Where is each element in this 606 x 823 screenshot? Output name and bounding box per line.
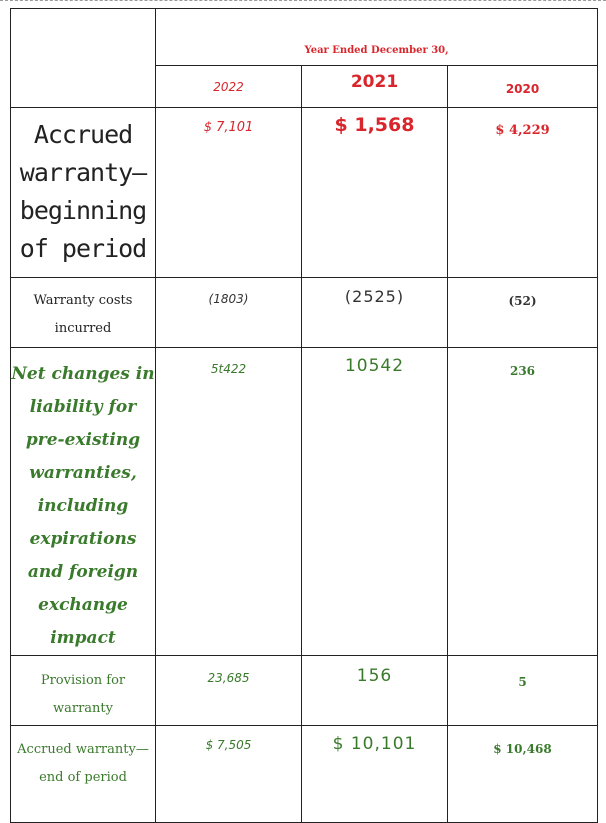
row-label-warranty-costs: Warranty costs incurred xyxy=(10,277,156,348)
cell-2020: (52) xyxy=(446,277,599,348)
warranty-table: Year Ended December 30, 2022 2021 2020 A… xyxy=(10,8,599,823)
period-header: Year Ended December 30, xyxy=(154,8,599,66)
table-row: Accrued warranty—end of period $ 7,505 $… xyxy=(10,725,599,823)
cell-2020: $ 10,468 xyxy=(446,725,599,823)
cell-2020: 236 xyxy=(446,347,599,656)
cell-2020: 5 xyxy=(446,655,599,726)
table-row: Warranty costs incurred (1803) (2525) (5… xyxy=(10,277,599,348)
table-row: Net changes in liability for pre-existin… xyxy=(10,347,599,656)
cell-2021: 156 xyxy=(301,655,448,726)
year-header-2021: 2021 xyxy=(301,65,448,108)
row-label-accrued-end: Accrued warranty—end of period xyxy=(10,725,156,823)
year-header-2020: 2020 xyxy=(446,65,599,108)
header-blank-cell xyxy=(10,8,156,108)
table-row: Accrued warranty—beginning of period $ 7… xyxy=(10,107,599,278)
header-row-years: 2022 2021 2020 xyxy=(11,65,599,108)
cell-2020: $ 4,229 xyxy=(446,107,599,278)
cell-2021: 10542 xyxy=(301,347,448,656)
row-label-provision: Provision for warranty xyxy=(10,655,156,726)
cell-2022: 23,685 xyxy=(155,655,302,726)
cell-2022: $ 7,505 xyxy=(155,725,302,823)
cell-2022: (1803) xyxy=(155,277,302,348)
top-dashed-line xyxy=(0,0,606,6)
year-header-2022: 2022 xyxy=(155,65,302,108)
cell-2021: (2525) xyxy=(301,277,448,348)
table-row: Provision for warranty 23,685 156 5 xyxy=(10,655,599,726)
row-label-accrued-beginning: Accrued warranty—beginning of period xyxy=(10,107,156,278)
cell-2022: $ 7,101 xyxy=(155,107,302,278)
cell-2021: $ 10,101 xyxy=(301,725,448,823)
cell-2021: $ 1,568 xyxy=(301,107,448,278)
header-row-period: Year Ended December 30, xyxy=(10,8,599,108)
row-label-net-changes: Net changes in liability for pre-existin… xyxy=(10,347,156,656)
cell-2022: 5t422 xyxy=(155,347,302,656)
